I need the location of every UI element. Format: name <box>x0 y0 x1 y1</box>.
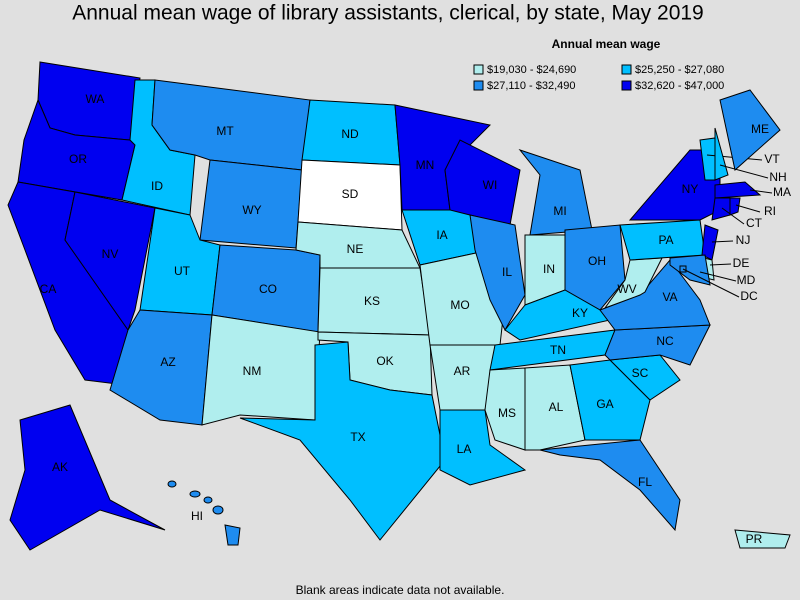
state-label: MN <box>416 158 435 172</box>
state-label: GA <box>596 397 613 411</box>
state-label: IN <box>543 262 555 276</box>
state-shape <box>714 181 762 199</box>
state-shape <box>539 439 681 532</box>
state-shape <box>224 524 241 546</box>
legend-swatch <box>621 64 632 75</box>
state-label: WY <box>242 203 261 217</box>
state-shape <box>239 341 446 541</box>
state-label: MS <box>498 406 516 420</box>
footnote: Blank areas indicate data not available. <box>296 583 505 597</box>
state-label: OK <box>376 354 393 368</box>
state-label: UT <box>174 264 191 278</box>
state-shape <box>518 148 593 236</box>
state-label: NY <box>682 182 699 196</box>
state-label: ND <box>341 127 359 141</box>
legend-swatch <box>473 80 484 91</box>
legend-title: Annual mean wage <box>552 37 661 51</box>
state-label: NJ <box>736 233 751 247</box>
state-label: MO <box>450 298 469 312</box>
state-label: AR <box>454 364 471 378</box>
leader-line <box>721 207 745 225</box>
legend-label: $25,250 - $27,080 <box>635 64 724 76</box>
state-label: AZ <box>160 355 175 369</box>
map-title: Annual mean wage of library assistants, … <box>72 2 703 25</box>
state-label: CO <box>259 282 277 296</box>
island <box>212 505 224 515</box>
leader-line <box>735 204 761 213</box>
island <box>203 496 213 504</box>
state-label: ME <box>751 122 769 136</box>
state-label: NE <box>347 242 364 256</box>
state-label: MD <box>737 273 756 287</box>
state-shape <box>628 149 721 221</box>
leader-line <box>682 268 740 298</box>
state-label: DE <box>733 256 750 270</box>
legend-swatch <box>473 64 484 75</box>
state-shape <box>734 529 791 549</box>
state-label: PA <box>658 233 673 247</box>
state-label: MI <box>553 204 566 218</box>
state-shape <box>714 127 729 181</box>
leader-line <box>749 189 773 194</box>
state-label: RI <box>764 204 776 218</box>
state-label: SD <box>342 187 359 201</box>
state-label: NV <box>102 247 119 261</box>
legend: $19,030 - $24,690 $25,250 - $27,080 $27,11… <box>473 64 724 92</box>
leader-line <box>711 240 734 243</box>
state-label: PR <box>746 532 763 546</box>
state-label: NH <box>769 170 786 184</box>
state-label: TN <box>550 343 566 357</box>
island <box>167 480 177 488</box>
legend-label: $27,110 - $32,490 <box>487 80 575 92</box>
state-shape <box>719 89 781 171</box>
state-label: NC <box>656 334 674 348</box>
leader-line <box>709 263 732 266</box>
state-label: IA <box>436 228 447 242</box>
state-label: FL <box>638 475 652 489</box>
state-label: OR <box>69 152 87 166</box>
state-label: LA <box>457 442 472 456</box>
state-label: HI <box>191 509 203 523</box>
state-label: AK <box>52 460 68 474</box>
state-label: IL <box>502 265 512 279</box>
state-label: KS <box>364 294 380 308</box>
state-label: KY <box>572 306 588 320</box>
leader-line <box>699 271 737 282</box>
state-label: CT <box>746 216 763 230</box>
state-label: VT <box>764 152 780 166</box>
state-shape <box>484 367 526 451</box>
state-shape <box>524 364 586 451</box>
state-label: NM <box>243 364 262 378</box>
states: WA OR CA NV ID MT WY UT CO AZ NM ND SD NE KS OK TX MN IA MO… <box>7 61 791 551</box>
state-shape <box>564 224 626 311</box>
island <box>189 490 201 498</box>
state-label: MA <box>773 185 791 199</box>
state-shape <box>64 191 156 332</box>
state-label: OH <box>588 254 606 268</box>
state-label: VA <box>662 290 677 304</box>
state-label: WA <box>86 92 105 106</box>
legend-label: $19,030 - $24,690 <box>487 64 576 76</box>
state-label: TX <box>350 430 365 444</box>
state-label: WI <box>483 178 498 192</box>
state-label: DC <box>740 289 758 303</box>
state-label: AL <box>549 400 564 414</box>
state-label: MT <box>216 124 234 138</box>
state-label: CA <box>40 282 57 296</box>
state-label: SC <box>632 366 649 380</box>
legend-swatch <box>621 80 632 91</box>
leader-line <box>719 164 769 179</box>
state-shape <box>201 314 321 426</box>
state-shape <box>729 197 741 216</box>
state-label: WV <box>617 282 636 296</box>
legend-label: $32,620 - $47,000 <box>635 80 724 92</box>
state-shape <box>9 404 166 551</box>
state-label: ID <box>151 179 163 193</box>
